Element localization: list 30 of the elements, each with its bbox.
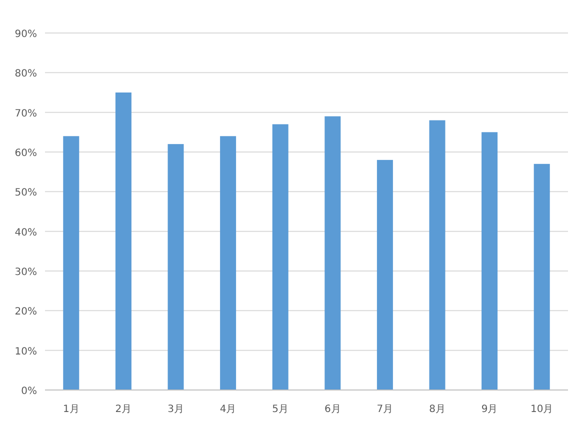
bar (168, 144, 184, 390)
bar (534, 164, 550, 390)
bar (220, 136, 236, 390)
x-tick-label: 7月 (376, 404, 394, 415)
x-tick-label: 4月 (220, 404, 236, 415)
y-tick-label: 0% (21, 386, 37, 397)
y-tick-label: 60% (14, 148, 37, 159)
y-tick-label: 80% (14, 68, 37, 80)
bar (376, 160, 393, 390)
x-tick-label: 10月 (530, 404, 554, 415)
y-tick-label: 40% (14, 227, 37, 238)
x-tick-label: 8月 (429, 404, 446, 415)
bar (324, 116, 341, 390)
y-tick-label: 90% (14, 29, 37, 40)
bar (429, 120, 446, 390)
x-tick-label: 9月 (481, 404, 498, 415)
bar (115, 92, 132, 390)
x-tick-label: 1月 (62, 404, 80, 415)
bar (482, 132, 498, 390)
y-tick-label: 10% (14, 346, 37, 358)
bar (272, 124, 288, 390)
y-tick-label: 30% (14, 267, 37, 278)
y-tick-label: 70% (14, 108, 37, 120)
bar (63, 136, 80, 390)
x-tick-label: 2月 (115, 404, 132, 415)
x-tick-label: 5月 (272, 404, 289, 415)
y-tick-label: 50% (14, 188, 37, 199)
x-tick-label: 3月 (168, 404, 184, 415)
y-tick-label: 20% (14, 306, 37, 318)
x-tick-label: 6月 (324, 404, 341, 415)
